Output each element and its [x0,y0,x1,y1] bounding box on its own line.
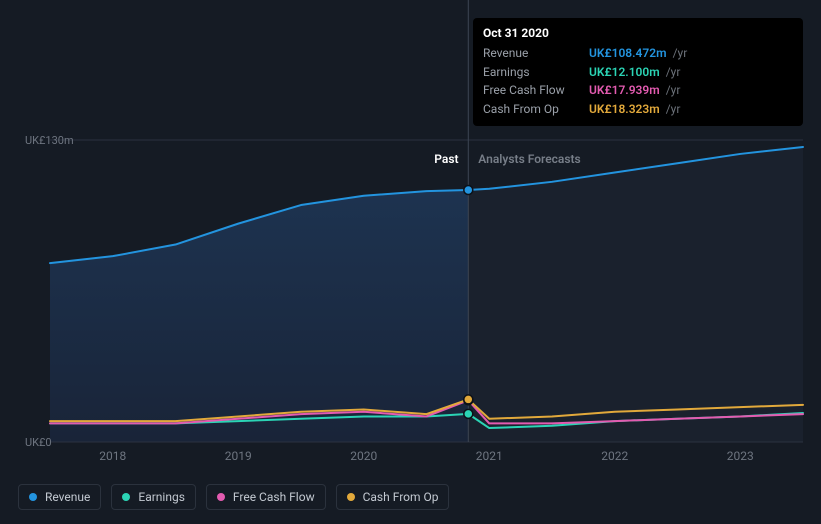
chart-legend: Revenue Earnings Free Cash Flow Cash Fro… [18,484,449,510]
legend-label: Cash From Op [363,490,439,504]
tooltip-unit: /yr [666,100,681,119]
tooltip-value: UK£18.323m [589,100,660,119]
legend-label: Revenue [45,490,90,504]
tooltip-value: UK£12.100m [589,63,660,82]
chart-container: Oct 31 2020 Revenue UK£108.472m /yr Earn… [0,0,821,524]
legend-dot [29,493,37,501]
tooltip-value: UK£108.472m [589,44,667,63]
svg-text:2023: 2023 [727,449,754,463]
svg-text:2021: 2021 [476,449,503,463]
section-label-past: Past [434,152,458,166]
svg-text:2018: 2018 [99,449,126,463]
tooltip-row-earnings: Earnings UK£12.100m /yr [483,63,793,82]
tooltip-date: Oct 31 2020 [483,26,793,40]
legend-item-cfo[interactable]: Cash From Op [336,484,450,510]
legend-label: Free Cash Flow [233,490,315,504]
tooltip-label: Free Cash Flow [483,81,583,100]
tooltip-row-fcf: Free Cash Flow UK£17.939m /yr [483,81,793,100]
tooltip-label: Revenue [483,44,583,63]
svg-text:2020: 2020 [350,449,377,463]
chart-tooltip: Oct 31 2020 Revenue UK£108.472m /yr Earn… [473,18,803,126]
svg-text:2022: 2022 [601,449,628,463]
tooltip-row-revenue: Revenue UK£108.472m /yr [483,44,793,63]
legend-item-fcf[interactable]: Free Cash Flow [206,484,326,510]
tooltip-unit: /yr [666,81,681,100]
svg-text:UK£130m: UK£130m [25,134,74,147]
legend-dot [122,493,130,501]
legend-dot [217,493,225,501]
tooltip-row-cfo: Cash From Op UK£18.323m /yr [483,100,793,119]
tooltip-unit: /yr [666,63,681,82]
legend-item-revenue[interactable]: Revenue [18,484,101,510]
tooltip-label: Cash From Op [483,100,583,119]
legend-label: Earnings [138,490,185,504]
svg-text:UK£0: UK£0 [25,436,52,449]
tooltip-unit: /yr [673,44,688,63]
legend-item-earnings[interactable]: Earnings [111,484,196,510]
tooltip-value: UK£17.939m [589,81,660,100]
legend-dot [347,493,355,501]
tooltip-label: Earnings [483,63,583,82]
svg-text:2019: 2019 [225,449,252,463]
section-label-forecast: Analysts Forecasts [478,152,580,166]
